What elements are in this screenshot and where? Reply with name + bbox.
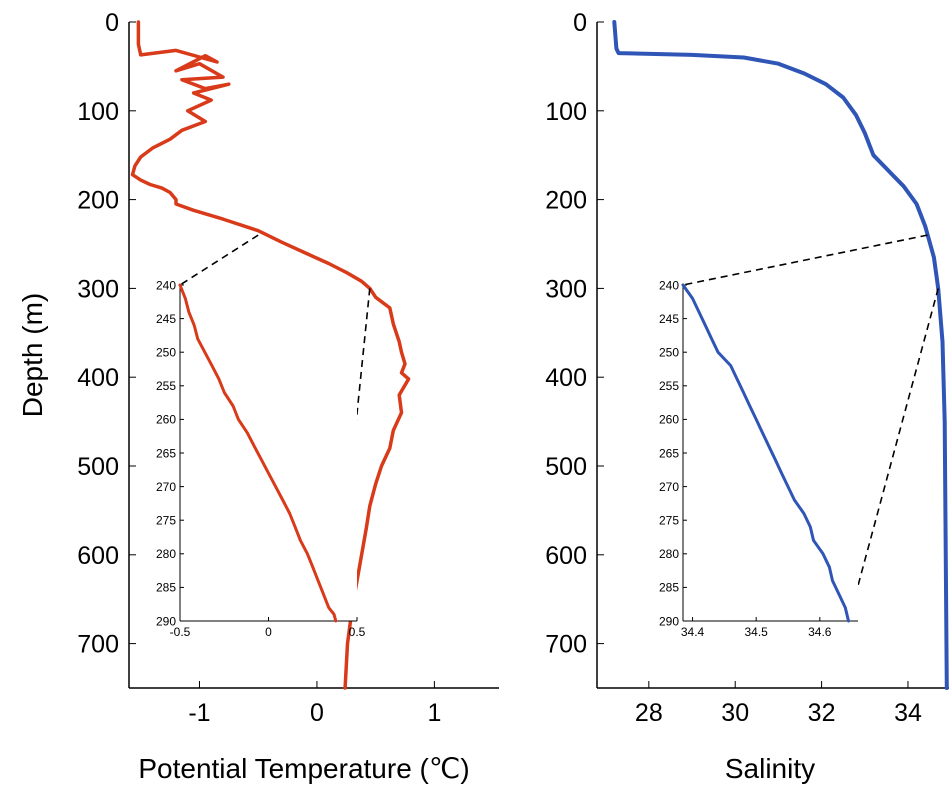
salinity-main-y-tick-label: 700 xyxy=(545,631,587,659)
temperature-main-y-tick-label: 300 xyxy=(77,275,119,303)
temperature-x-axis-title: Potential Temperature (℃) xyxy=(138,753,469,784)
temperature-main-x-tick-label: 0 xyxy=(310,699,324,727)
salinity-inset-y-tick-label: 265 xyxy=(659,446,679,460)
temperature-inset-background xyxy=(180,285,357,621)
salinity-inset-x-tick-label: 34.6 xyxy=(808,625,832,639)
salinity-inset-y-tick-label: 245 xyxy=(659,312,679,326)
temperature-main-y-tick-label: 0 xyxy=(105,9,119,37)
salinity-main-series-line xyxy=(612,20,949,690)
temperature-zoom-connector-top xyxy=(179,234,259,286)
temperature-inset-y-tick-label: 245 xyxy=(156,312,176,326)
salinity-main-x-tick-label: 30 xyxy=(721,699,749,727)
salinity-inset-y-tick-label: 285 xyxy=(659,581,679,595)
salinity-zoom-connector-top xyxy=(682,234,928,286)
salinity-inset-y-tick-label: 255 xyxy=(659,379,679,393)
temperature-inset-y-tick-label: 240 xyxy=(156,278,176,292)
temperature-main-y-tick-label: 400 xyxy=(77,364,119,392)
temperature-inset-y-tick-label: 285 xyxy=(156,581,176,595)
temperature-y-axis-title: Depth (m) xyxy=(17,293,48,417)
salinity-inset-y-tick-label: 240 xyxy=(659,278,679,292)
salinity-inset-y-tick-label: 250 xyxy=(659,346,679,360)
temperature-main-y-tick-label: 500 xyxy=(77,453,119,481)
temperature-inset-y-tick-label: 270 xyxy=(156,480,176,494)
salinity-inset-y-tick-label: 280 xyxy=(659,547,679,561)
salinity-main-y-tick-label: 600 xyxy=(545,542,587,570)
salinity-inset-y-tick-label: 275 xyxy=(659,514,679,528)
temperature-inset-y-tick-label: 280 xyxy=(156,547,176,561)
salinity-zoom-connector-bottom xyxy=(847,288,939,622)
temperature-inset-x-tick-label: -0.5 xyxy=(170,625,191,639)
temperature-main-series-line xyxy=(130,20,411,690)
salinity-inset-series-line xyxy=(681,283,850,623)
salinity-inset-y-tick-label: 290 xyxy=(659,614,679,628)
temperature-inset-y-tick-label: 255 xyxy=(156,379,176,393)
temperature-inset-y-tick-label: 265 xyxy=(156,446,176,460)
temperature-inset-y-tick-label: 260 xyxy=(156,413,176,427)
salinity-main-x-tick-label: 32 xyxy=(808,699,836,727)
salinity-main-y-tick-label: 0 xyxy=(573,9,587,37)
salinity-main-y-tick-label: 400 xyxy=(545,364,587,392)
salinity-inset-y-tick-label: 260 xyxy=(659,413,679,427)
salinity-main-y-tick-label: 100 xyxy=(545,98,587,126)
temperature-main-y-tick-label: 200 xyxy=(77,187,119,215)
temperature-inset-x-tick-label: 0.5 xyxy=(349,625,366,639)
temperature-inset-x-tick-label: 0 xyxy=(265,625,272,639)
salinity-x-axis-title: Salinity xyxy=(725,753,815,784)
temperature-inset-y-tick-label: 250 xyxy=(156,346,176,360)
salinity-main-x-tick-label: 34 xyxy=(894,699,922,727)
salinity-inset-y-tick-label: 270 xyxy=(659,480,679,494)
temperature-main-x-tick-label: 1 xyxy=(427,699,441,727)
temperature-main-y-tick-label: 600 xyxy=(77,542,119,570)
salinity-main-y-tick-label: 200 xyxy=(545,187,587,215)
salinity-inset-x-tick-label: 34.5 xyxy=(745,625,769,639)
salinity-main-y-tick-label: 500 xyxy=(545,453,587,481)
salinity-main-x-tick-label: 28 xyxy=(635,699,663,727)
temperature-inset-y-tick-label: 275 xyxy=(156,514,176,528)
salinity-main-y-tick-label: 300 xyxy=(545,275,587,303)
temperature-main-y-tick-label: 100 xyxy=(77,98,119,126)
temperature-main-x-tick-label: -1 xyxy=(188,699,210,727)
temperature-inset-y-tick-label: 290 xyxy=(156,614,176,628)
salinity-inset-x-tick-label: 34.4 xyxy=(681,625,705,639)
temperature-main-y-tick-label: 700 xyxy=(77,631,119,659)
temperature-inset-series-line xyxy=(178,283,338,623)
